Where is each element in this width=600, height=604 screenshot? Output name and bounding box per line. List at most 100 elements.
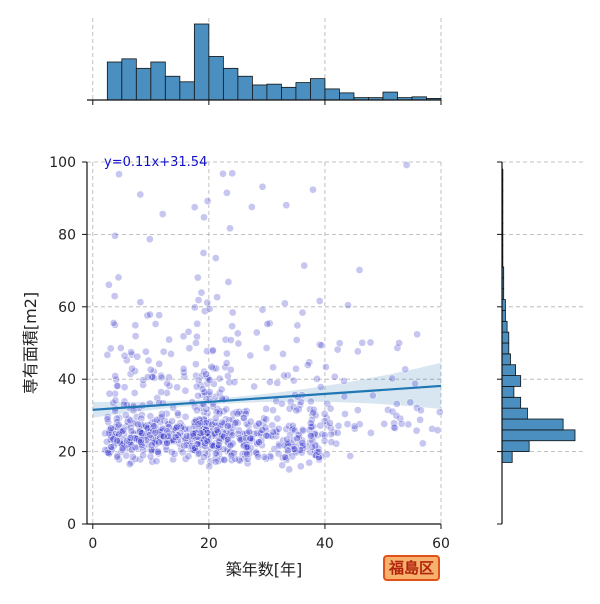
top-marginal-histogram [106,23,442,101]
scatter-point [404,420,413,429]
scatter-point [242,443,251,452]
scatter-point [151,438,159,447]
scatter-point [207,362,216,371]
scatter-point [260,453,269,461]
x-tick-label: 60 [432,536,450,552]
scatter-point [199,249,208,257]
top-histogram-bar [237,75,253,101]
scatter-point [111,389,119,398]
scatter-point [334,422,343,430]
scatter-point [235,456,244,465]
scatter-point [193,332,201,341]
scatter-point [219,445,228,454]
scatter-point [230,378,239,387]
scatter-point [298,308,307,317]
scatter-point [143,423,152,432]
scatter-point [309,408,318,417]
scatter-point [203,437,211,445]
regression-equation: y=0.11x+31.54 [104,155,207,170]
scatter-point [227,336,235,344]
top-histogram-bar [135,67,152,101]
scatter-point [133,352,142,361]
scatter-point [105,280,113,289]
scatter-point [122,356,131,365]
scatter-point [190,303,199,312]
right-histogram-bar [501,320,508,333]
scatter-point [197,288,206,297]
scatter-point [269,428,278,436]
scatter-point [200,307,209,315]
scatter-point [250,382,258,391]
y-tick-label: 0 [67,517,76,533]
scatter-point [219,433,228,441]
scatter-point [273,379,282,387]
top-histogram-bar [208,56,224,101]
scatter-points [101,161,444,474]
scatter-point [126,416,135,425]
scatter-point [289,436,298,444]
right-histogram-bar [501,331,510,344]
scatter-point [201,449,210,457]
scatter-point [233,409,242,418]
scatter-point [131,443,140,452]
scatter-point [234,339,243,348]
scatter-point [282,454,290,463]
scatter-point [181,412,190,421]
scatter-point [346,452,355,460]
scatter-point [104,429,113,438]
scatter-point [241,409,250,418]
scatter-point [157,373,166,382]
scatter-point [306,419,315,428]
scatter-point [137,414,146,423]
scatter-point [246,351,255,360]
scatter-point [213,293,221,302]
scatter-point [418,439,427,448]
scatter-point [397,419,406,428]
scatter-point [327,438,336,446]
scatter-point [411,379,419,388]
scatter-point [120,397,129,406]
scatter-point [194,420,203,428]
scatter-point [243,450,251,458]
scatter-point [109,398,117,407]
scatter-point [292,336,301,344]
scatter-point [283,435,291,444]
scatter-point [392,400,401,408]
axes [82,99,503,529]
scatter-point [110,292,119,300]
scatter-point [307,423,315,431]
scatter-point [211,457,220,466]
scatter-point [211,449,220,458]
scatter-point [116,344,125,352]
scatter-point [222,405,231,414]
scatter-point [118,444,127,453]
y-tick-label: 100 [49,155,76,171]
scatter-point [215,374,224,383]
scatter-point [283,440,292,448]
scatter-point [196,381,205,390]
scatter-point [285,465,294,474]
scatter-point [120,351,129,360]
scatter-point [340,377,348,385]
scatter-point [172,424,180,432]
scatter-point [390,419,398,428]
right-histogram-bar [501,386,515,398]
scatter-point [228,308,237,317]
scatter-point [278,461,287,470]
scatter-point [108,445,116,454]
scatter-point [272,432,280,440]
scatter-point [282,425,291,434]
scatter-point [194,296,203,304]
scatter-point [388,374,397,383]
scatter-point [145,235,154,244]
scatter-point [143,373,152,381]
scatter-point [193,440,201,448]
scatter-point [344,301,352,310]
scatter-point [168,417,176,426]
scatter-point [159,432,168,441]
scatter-point [232,418,241,426]
scatter-point [243,454,252,463]
right-histogram-bar [501,364,516,376]
scatter-point [164,432,173,440]
